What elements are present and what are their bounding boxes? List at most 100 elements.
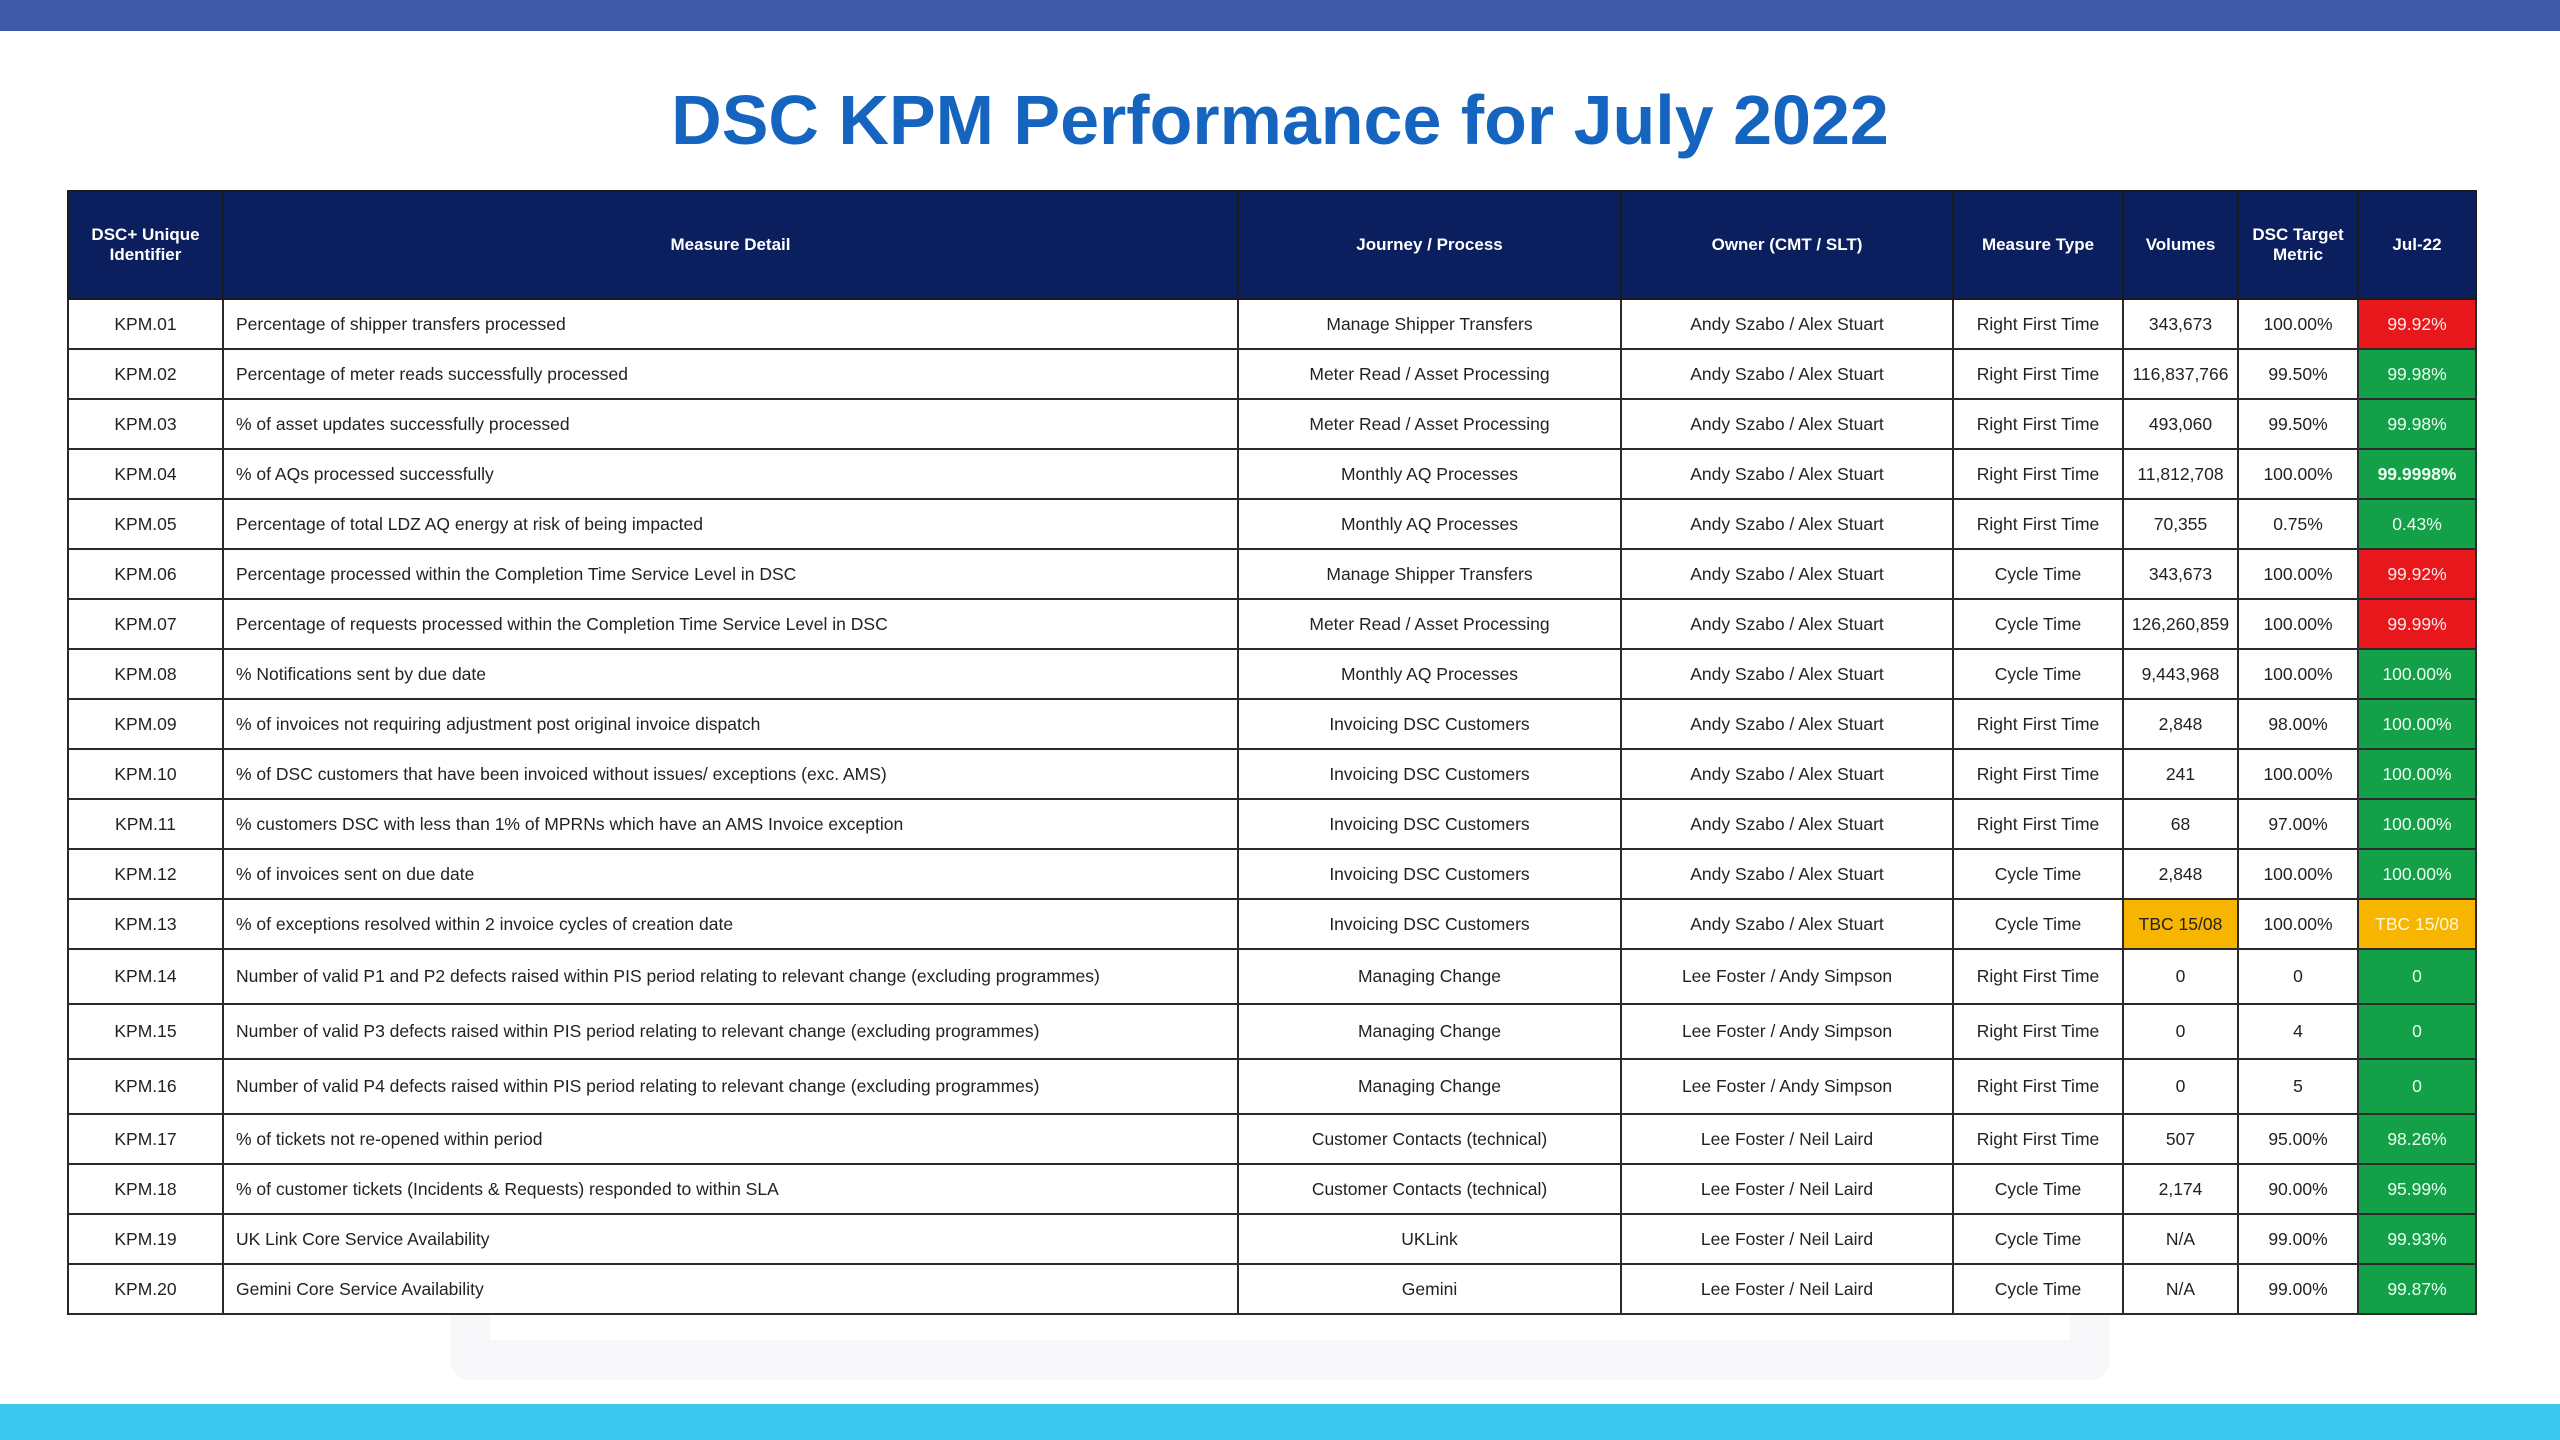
table-row: KPM.14 Number of valid P1 and P2 defects … [67,948,2477,1005]
cell-measure-type: Cycle Time [1952,848,2124,900]
cell-identifier: KPM.02 [67,348,224,400]
cell-target-metric: 100.00% [2237,748,2359,800]
cell-owner: Andy Szabo / Alex Stuart [1620,398,1954,450]
table-row: KPM.15 Number of valid P3 defects raised … [67,1003,2477,1060]
cell-measure-type: Right First Time [1952,1003,2124,1060]
cell-owner: Andy Szabo / Alex Stuart [1620,498,1954,550]
cell-journey-process: Monthly AQ Processes [1237,448,1622,500]
cell-identifier: KPM.05 [67,498,224,550]
cell-journey-process: Monthly AQ Processes [1237,648,1622,700]
cell-owner: Lee Foster / Neil Laird [1620,1163,1954,1215]
cell-target-metric: 99.50% [2237,398,2359,450]
cell-measure-detail: Percentage of total LDZ AQ energy at ris… [222,498,1239,550]
cell-identifier: KPM.12 [67,848,224,900]
cell-target-metric: 100.00% [2237,898,2359,950]
cell-measure-type: Right First Time [1952,498,2124,550]
header-measure-detail: Measure Detail [222,190,1239,300]
table-row: KPM.17% of tickets not re-opened within … [67,1113,2477,1165]
cell-identifier: KPM.19 [67,1213,224,1265]
cell-volumes: 2,848 [2122,698,2239,750]
cell-measure-detail: Percentage of shipper transfers processe… [222,298,1239,350]
cell-volumes: 343,673 [2122,548,2239,600]
cell-month-result: 99.87% [2357,1263,2477,1315]
cell-month-result: 100.00% [2357,648,2477,700]
cell-target-metric: 100.00% [2237,598,2359,650]
cell-month-result: 99.9998% [2357,448,2477,500]
cell-target-metric: 5 [2237,1058,2359,1115]
cell-owner: Andy Szabo / Alex Stuart [1620,348,1954,400]
cell-month-result: 95.99% [2357,1163,2477,1215]
cell-measure-type: Right First Time [1952,948,2124,1005]
cell-month-result: 99.98% [2357,348,2477,400]
cell-measure-type: Right First Time [1952,398,2124,450]
cell-identifier: KPM.15 [67,1003,224,1060]
table-row: KPM.19 UK Link Core Service Availability U… [67,1213,2477,1265]
cell-journey-process: Invoicing DSC Customers [1237,848,1622,900]
cell-journey-process: Gemini [1237,1263,1622,1315]
cell-owner: Andy Szabo / Alex Stuart [1620,448,1954,500]
cell-identifier: KPM.11 [67,798,224,850]
cell-month-result: 0 [2357,1058,2477,1115]
cell-journey-process: Manage Shipper Transfers [1237,298,1622,350]
cell-volumes: 68 [2122,798,2239,850]
cell-volumes: N/A [2122,1213,2239,1265]
table-header-row: DSC+ Unique Identifier Measure Detail Jo… [67,190,2477,300]
cell-measure-type: Right First Time [1952,448,2124,500]
cell-volumes: 116,837,766 [2122,348,2239,400]
cell-measure-type: Right First Time [1952,298,2124,350]
cell-identifier: KPM.14 [67,948,224,1005]
table-row: KPM.05 Percentage of total LDZ AQ energy … [67,498,2477,550]
cell-measure-detail: Percentage of meter reads successfully p… [222,348,1239,400]
header-target-metric: DSC Target Metric [2237,190,2359,300]
table-row: KPM.02 Percentage of meter reads successf… [67,348,2477,400]
cell-journey-process: Monthly AQ Processes [1237,498,1622,550]
cell-month-result: 99.98% [2357,398,2477,450]
cell-measure-detail: % Notifications sent by due date [222,648,1239,700]
cell-owner: Lee Foster / Neil Laird [1620,1263,1954,1315]
cell-journey-process: UKLink [1237,1213,1622,1265]
cell-journey-process: Customer Contacts (technical) [1237,1163,1622,1215]
table-row: KPM.01 Percentage of shipper transfers pr… [67,298,2477,350]
cell-journey-process: Managing Change [1237,948,1622,1005]
cell-target-metric: 98.00% [2237,698,2359,750]
cell-volumes: 9,443,968 [2122,648,2239,700]
cell-owner: Lee Foster / Andy Simpson [1620,1058,1954,1115]
cell-owner: Andy Szabo / Alex Stuart [1620,298,1954,350]
cell-target-metric: 95.00% [2237,1113,2359,1165]
cell-target-metric: 100.00% [2237,848,2359,900]
cell-identifier: KPM.06 [67,548,224,600]
cell-month-result: 99.92% [2357,298,2477,350]
cell-volumes: 0 [2122,948,2239,1005]
cell-measure-detail: % of exceptions resolved within 2 invoic… [222,898,1239,950]
cell-identifier: KPM.01 [67,298,224,350]
cell-owner: Andy Szabo / Alex Stuart [1620,598,1954,650]
cell-target-metric: 99.00% [2237,1263,2359,1315]
cell-identifier: KPM.07 [67,598,224,650]
cell-target-metric: 4 [2237,1003,2359,1060]
cell-journey-process: Invoicing DSC Customers [1237,748,1622,800]
cell-volumes: 126,260,859 [2122,598,2239,650]
cell-month-result: 99.99% [2357,598,2477,650]
cell-identifier: KPM.04 [67,448,224,500]
cell-measure-type: Cycle Time [1952,1263,2124,1315]
cell-owner: Andy Szabo / Alex Stuart [1620,698,1954,750]
cell-month-result: 99.93% [2357,1213,2477,1265]
cell-target-metric: 90.00% [2237,1163,2359,1215]
cell-volumes: 70,355 [2122,498,2239,550]
header-measure-type: Measure Type [1952,190,2124,300]
cell-target-metric: 0.75% [2237,498,2359,550]
cell-measure-type: Cycle Time [1952,1213,2124,1265]
cell-owner: Andy Szabo / Alex Stuart [1620,648,1954,700]
cell-identifier: KPM.16 [67,1058,224,1115]
cell-volumes: 343,673 [2122,298,2239,350]
cell-journey-process: Customer Contacts (technical) [1237,1113,1622,1165]
cell-owner: Lee Foster / Andy Simpson [1620,1003,1954,1060]
cell-target-metric: 0 [2237,948,2359,1005]
table-row: KPM.12% of invoices sent on due date Invo… [67,848,2477,900]
cell-target-metric: 99.00% [2237,1213,2359,1265]
cell-measure-type: Cycle Time [1952,548,2124,600]
cell-target-metric: 100.00% [2237,298,2359,350]
cell-identifier: KPM.09 [67,698,224,750]
cell-measure-type: Cycle Time [1952,648,2124,700]
cell-journey-process: Meter Read / Asset Processing [1237,398,1622,450]
